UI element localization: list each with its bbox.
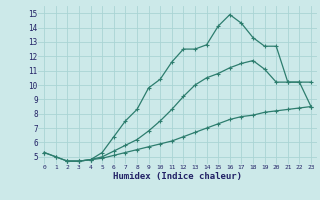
X-axis label: Humidex (Indice chaleur): Humidex (Indice chaleur) xyxy=(113,172,242,181)
